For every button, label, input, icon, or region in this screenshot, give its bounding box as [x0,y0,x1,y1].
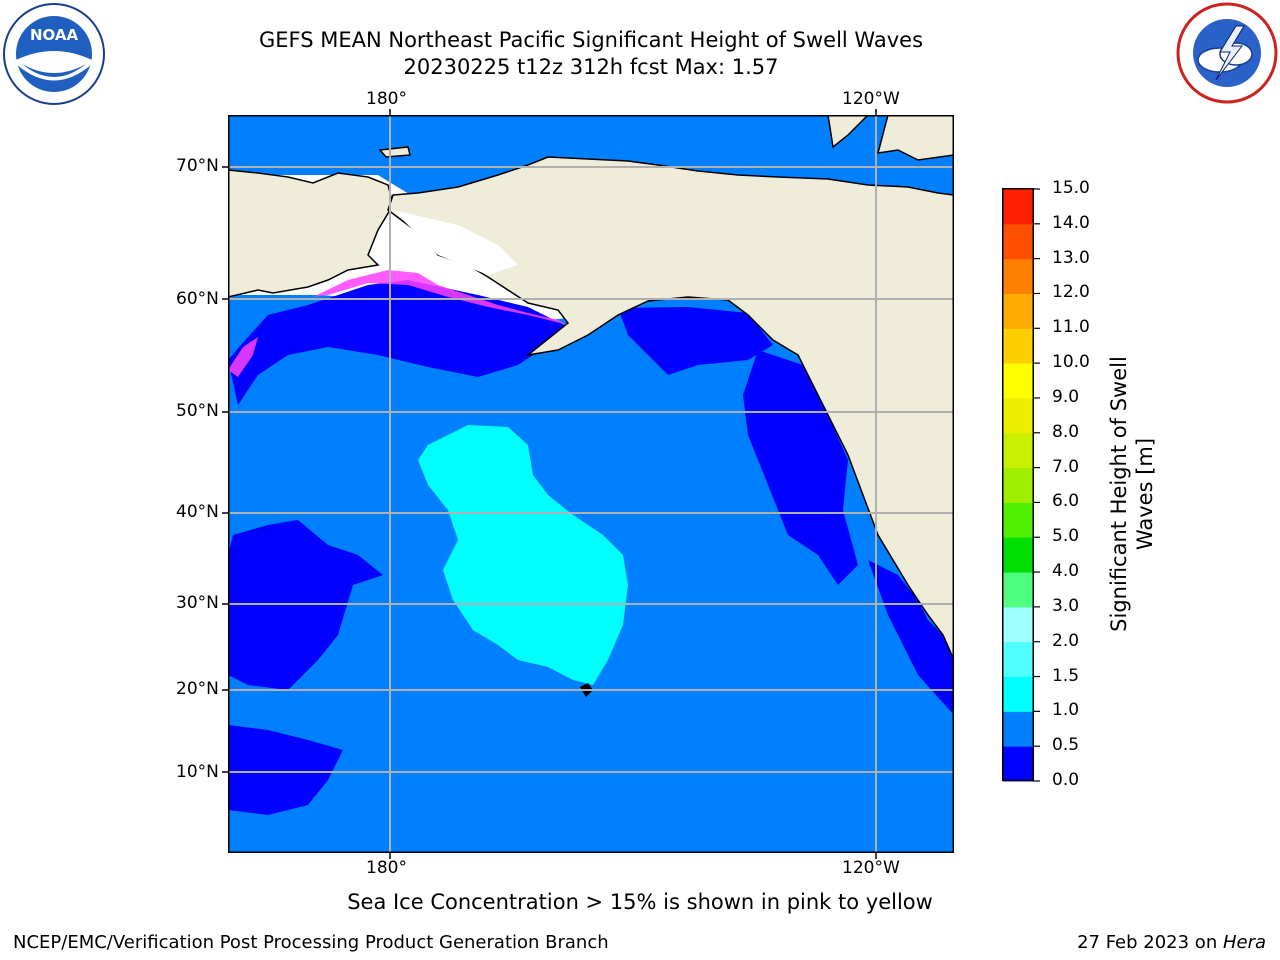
colorbar-tick-label: 3.0 [1052,595,1080,616]
nws-logo-icon [1176,2,1278,104]
colorbar-tick-label: 12.0 [1052,282,1090,303]
colorbar-tick-label: 0.0 [1052,770,1080,790]
map-subtitle: 20230225 t12z 312h fcst Max: 1.57 [403,55,779,79]
lat-label-10n: 10°N [176,762,219,782]
colorbar-swatch [1003,502,1033,538]
land-siberia [228,169,394,298]
colorbar-label-line1: Significant Height of Swell [1107,356,1131,632]
land-st-lawrence-island [378,146,411,158]
land-arctic-island [827,115,870,149]
colorbar-tick-label: 0.5 [1052,735,1080,756]
colorbar-swatch [1003,189,1033,225]
map-frame [228,115,954,853]
colorbar-swatch [1003,641,1033,678]
lon-label-bottom-120w: 120°W [842,858,900,878]
colorbar-swatch [1003,432,1033,469]
low-region-california [868,560,954,715]
colorbar-swatch [1003,223,1033,260]
colorbar-tick-label: 7.0 [1052,456,1080,477]
colorbar-swatch [1003,676,1033,712]
footer-branch: NCEP/EMC/Verification Post Processing Pr… [13,932,609,953]
lon-label-top-120w: 120°W [842,89,900,109]
colorbar-tick-label: 15.0 [1052,178,1090,198]
colorbar-tick-label: 8.0 [1052,421,1080,442]
colorbar [1002,188,1040,782]
footer-machine: Hera [1222,932,1266,953]
map-plot-area [228,115,954,853]
colorbar-swatch [1003,537,1033,573]
lat-label-40n: 40°N [176,502,219,522]
low-region-alaska-east [618,307,773,375]
colorbar-tick-label: 5.0 [1052,526,1080,547]
colorbar-swatch [1003,746,1033,782]
map-graticule [228,115,954,853]
bering-sea-no-data [393,210,518,275]
colorbar-tick-label: 13.0 [1052,247,1090,268]
colorbar-tick-label: 2.0 [1052,630,1080,651]
colorbar-tick-label: 14.0 [1052,212,1090,233]
colorbar-tick-label: 10.0 [1052,352,1090,373]
colorbar-tick-label: 4.0 [1052,561,1080,582]
footer-date-text: 27 Feb 2023 on [1077,932,1223,953]
noaa-logo-text: NOAA [30,26,79,44]
map-ticks [222,109,877,859]
lat-label-70n: 70°N [176,156,219,176]
mid-swell-region [418,425,628,685]
colorbar-swatch [1003,711,1033,747]
colorbar-swatch [1003,328,1033,364]
lat-label-60n: 60°N [176,289,219,309]
colorbar-swatch [1003,293,1033,329]
colorbar-swatch [1003,397,1033,434]
noaa-logo-icon: NOAA [3,3,105,105]
colorbar-swatch [1003,606,1033,643]
colorbar-tick-label: 11.0 [1052,317,1090,338]
low-region-coast [743,350,858,585]
colorbar-swatch [1003,363,1033,399]
colorbar-swatch [1003,258,1033,294]
lat-label-50n: 50°N [176,401,219,421]
colorbar-tick-label: 1.5 [1052,665,1080,686]
colorbar-tick-label: 6.0 [1052,491,1080,512]
colorbar-tick-label: 9.0 [1052,386,1080,407]
sea-ice-fringe-west [228,337,258,377]
lat-label-20n: 20°N [176,679,219,699]
sea-ice-caption: Sea Ice Concentration > 15% is shown in … [347,890,933,914]
lat-label-30n: 30°N [176,593,219,613]
lon-label-bottom-180: 180° [366,858,407,878]
land-arctic-island-2 [876,115,954,161]
colorbar-swatch [1003,572,1033,608]
lon-label-top-180: 180° [366,89,407,109]
map-title: GEFS MEAN Northeast Pacific Significant … [258,28,924,52]
colorbar-label-wrap: Significant Height of Swell Waves [m] [1102,356,1162,632]
colorbar-swatch [1003,467,1033,503]
low-region-southwest [228,725,343,815]
colorbar-label-line2: Waves [m] [1133,437,1157,551]
footer-date: 27 Feb 2023 on Hera [1077,932,1266,953]
low-region-gulf [228,280,568,405]
colorbar-tick-label: 1.0 [1052,700,1080,721]
